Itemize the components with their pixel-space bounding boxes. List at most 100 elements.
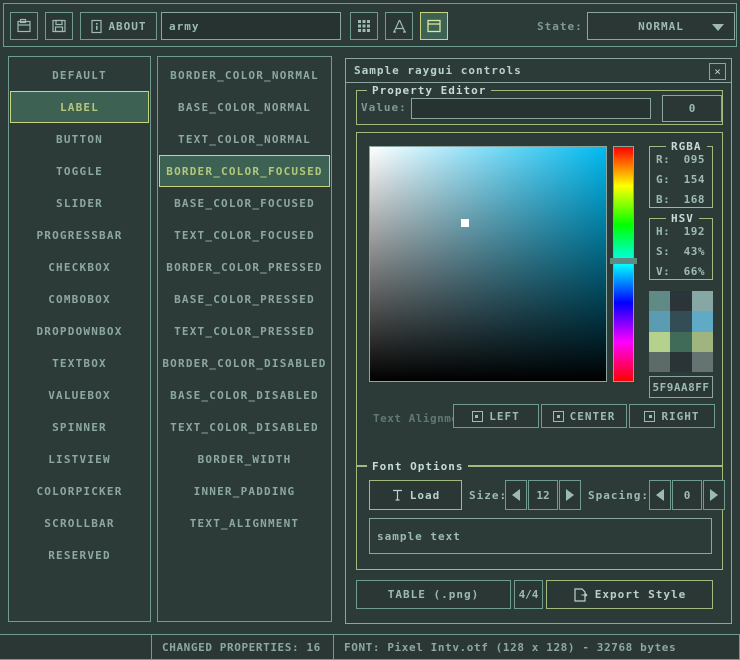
property-item-border-color-normal[interactable]: BORDER_COLOR_NORMAL	[159, 59, 330, 91]
state-dropdown[interactable]: NORMAL	[587, 12, 735, 40]
rgba-group: RGBA R: 095 G: 154 B: 168	[649, 140, 713, 208]
align-right-button[interactable]: RIGHT	[629, 404, 715, 428]
control-item-colorpicker[interactable]: COLORPICKER	[10, 475, 149, 507]
palette-swatch-5[interactable]	[691, 311, 713, 332]
control-item-textbox[interactable]: TEXTBOX	[10, 347, 149, 379]
hsv-value-s[interactable]: 43%	[683, 244, 705, 258]
palette-swatch-4[interactable]	[670, 311, 692, 332]
close-icon[interactable]: ×	[709, 63, 726, 80]
list-item-label: BASE_COLOR_DISABLED	[170, 388, 319, 402]
saturation-value-square[interactable]	[369, 146, 607, 382]
hsv-value-v[interactable]: 66%	[683, 264, 705, 278]
controls-preview-button[interactable]	[420, 12, 448, 40]
value-input[interactable]	[411, 98, 651, 119]
align-center-button[interactable]: CENTER	[541, 404, 627, 428]
property-item-border-width[interactable]: BORDER_WIDTH	[159, 443, 330, 475]
palette-swatch-11[interactable]	[691, 351, 713, 372]
list-item-label: COMBOBOX	[48, 292, 111, 306]
hsv-row: H: 192	[650, 223, 712, 239]
color-palette[interactable]	[649, 291, 713, 372]
property-item-text-alignment[interactable]: TEXT_ALIGNMENT	[159, 507, 330, 539]
palette-swatch-10[interactable]	[670, 351, 692, 372]
control-item-toggle[interactable]: TOGGLE	[10, 155, 149, 187]
palette-swatch-9[interactable]	[649, 351, 671, 372]
align-right-icon	[644, 410, 656, 422]
grid-icon	[357, 19, 371, 33]
font-size-value[interactable]: 12	[528, 480, 558, 510]
property-item-text-color-disabled[interactable]: TEXT_COLOR_DISABLED	[159, 411, 330, 443]
hex-value-input[interactable]: 5F9AA8FF	[649, 376, 713, 398]
palette-swatch-6[interactable]	[649, 331, 671, 352]
align-center-label: CENTER	[569, 409, 616, 423]
properties-listview[interactable]: BORDER_COLOR_NORMAL BASE_COLOR_NORMAL TEXT…	[157, 56, 332, 622]
font-size-decrement-button[interactable]	[505, 480, 527, 510]
palette-swatch-1[interactable]	[670, 291, 692, 312]
open-style-button[interactable]	[10, 12, 38, 40]
property-item-border-color-focused[interactable]: BORDER_COLOR_FOCUSED	[159, 155, 330, 187]
sample-text-input[interactable]: sample text	[369, 518, 712, 554]
control-item-slider[interactable]: SLIDER	[10, 187, 149, 219]
property-item-base-color-disabled[interactable]: BASE_COLOR_DISABLED	[159, 379, 330, 411]
control-item-default[interactable]: DEFAULT	[10, 59, 149, 91]
property-item-border-color-disabled[interactable]: BORDER_COLOR_DISABLED	[159, 347, 330, 379]
rgba-value-b[interactable]: 168	[683, 192, 705, 206]
load-font-button[interactable]: Load	[369, 480, 462, 510]
control-item-listview[interactable]: LISTVIEW	[10, 443, 149, 475]
hue-selector-handle[interactable]	[610, 258, 637, 264]
palette-swatch-7[interactable]	[670, 331, 692, 352]
floppy-disk-icon	[51, 18, 67, 34]
property-item-text-color-pressed[interactable]: TEXT_COLOR_PRESSED	[159, 315, 330, 347]
control-item-combobox[interactable]: COMBOBOX	[10, 283, 149, 315]
grid-toggle-button[interactable]	[350, 12, 378, 40]
list-item-label: TEXT_ALIGNMENT	[189, 516, 300, 530]
align-left-button[interactable]: LEFT	[453, 404, 539, 428]
control-item-checkbox[interactable]: CHECKBOX	[10, 251, 149, 283]
font-preview-button[interactable]	[385, 12, 413, 40]
control-item-dropdownbox[interactable]: DROPDOWNBOX	[10, 315, 149, 347]
property-item-base-color-pressed[interactable]: BASE_COLOR_PRESSED	[159, 283, 330, 315]
rgba-title: RGBA	[666, 140, 707, 153]
palette-swatch-3[interactable]	[649, 311, 671, 332]
font-size-increment-button[interactable]	[559, 480, 581, 510]
palette-swatch-0[interactable]	[649, 291, 671, 312]
list-item-label: DEFAULT	[52, 68, 107, 82]
value-label: Value:	[361, 101, 407, 114]
list-item-label: SCROLLBAR	[44, 516, 115, 530]
control-item-valuebox[interactable]: VALUEBOX	[10, 379, 149, 411]
palette-swatch-8[interactable]	[691, 331, 713, 352]
sv-cursor[interactable]	[461, 219, 469, 227]
state-label: State:	[537, 20, 583, 33]
control-item-label[interactable]: LABEL	[10, 91, 149, 123]
table-ratio-button[interactable]: 4/4	[514, 580, 543, 609]
hsv-key-v: V:	[656, 264, 671, 278]
property-item-inner-padding[interactable]: INNER_PADDING	[159, 475, 330, 507]
property-item-base-color-focused[interactable]: BASE_COLOR_FOCUSED	[159, 187, 330, 219]
rgba-value-g[interactable]: 154	[683, 172, 705, 186]
control-item-spinner[interactable]: SPINNER	[10, 411, 149, 443]
about-button[interactable]: ABOUT	[80, 12, 157, 40]
about-label: ABOUT	[108, 19, 147, 33]
font-spacing-value[interactable]: 0	[672, 480, 702, 510]
control-item-scrollbar[interactable]: SCROLLBAR	[10, 507, 149, 539]
export-style-button[interactable]: Export Style	[546, 580, 713, 609]
rgba-value-r[interactable]: 095	[683, 152, 705, 166]
property-item-base-color-normal[interactable]: BASE_COLOR_NORMAL	[159, 91, 330, 123]
property-item-border-color-pressed[interactable]: BORDER_COLOR_PRESSED	[159, 251, 330, 283]
hue-slider[interactable]	[613, 146, 634, 382]
font-spacing-decrement-button[interactable]	[649, 480, 671, 510]
save-style-button[interactable]	[45, 12, 73, 40]
control-item-button[interactable]: BUTTON	[10, 123, 149, 155]
property-item-text-color-focused[interactable]: TEXT_COLOR_FOCUSED	[159, 219, 330, 251]
value-counter[interactable]: 0	[662, 95, 722, 122]
control-item-progressbar[interactable]: PROGRESSBAR	[10, 219, 149, 251]
control-item-reserved[interactable]: RESERVED	[10, 539, 149, 571]
status-bar: CHANGED PROPERTIES: 16 FONT: Pixel Intv.…	[0, 634, 740, 660]
status-cell-1	[0, 634, 152, 660]
export-table-button[interactable]: TABLE (.png)	[356, 580, 511, 609]
hsv-value-h[interactable]: 192	[683, 224, 705, 238]
font-spacing-increment-button[interactable]	[703, 480, 725, 510]
controls-listview[interactable]: DEFAULT LABEL BUTTON TOGGLE SLIDER PROGRESSBA…	[8, 56, 151, 622]
palette-swatch-2[interactable]	[691, 291, 713, 312]
property-item-text-color-normal[interactable]: TEXT_COLOR_NORMAL	[159, 123, 330, 155]
style-name-input[interactable]: army	[161, 12, 341, 40]
